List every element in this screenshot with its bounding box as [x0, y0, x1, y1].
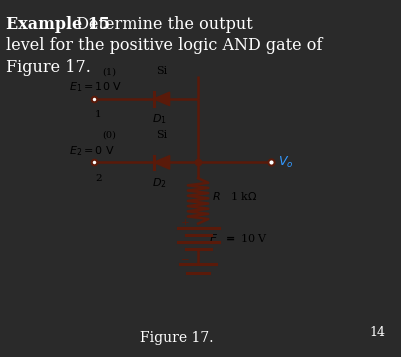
Text: $D_2$: $D_2$ — [152, 176, 166, 190]
Text: level for the positive logic AND gate of: level for the positive logic AND gate of — [6, 37, 322, 55]
Text: $E$  $\bf{=}$ 10 V: $E$ $\bf{=}$ 10 V — [209, 232, 268, 244]
Text: Example 15: Example 15 — [6, 16, 110, 33]
Text: +: + — [181, 218, 190, 227]
Text: $E_2 = 0\ \mathrm{V}$: $E_2 = 0\ \mathrm{V}$ — [69, 144, 114, 158]
Text: Si: Si — [156, 130, 167, 140]
Text: (0): (0) — [102, 131, 116, 140]
Text: (1): (1) — [102, 67, 116, 76]
Polygon shape — [154, 92, 169, 106]
Text: Si: Si — [156, 66, 167, 76]
Text: −: − — [181, 256, 190, 266]
Text: Figure 17.: Figure 17. — [6, 59, 91, 76]
Text: 14: 14 — [369, 326, 385, 339]
Text: 2: 2 — [95, 174, 101, 183]
Text: $E_1 = 10\ \mathrm{V}$: $E_1 = 10\ \mathrm{V}$ — [69, 81, 122, 95]
Text: Figure 17.: Figure 17. — [140, 331, 213, 345]
Polygon shape — [154, 156, 169, 169]
Text: $R$   1 k$\Omega$: $R$ 1 k$\Omega$ — [211, 190, 257, 202]
Text: . Determine the output: . Determine the output — [65, 16, 252, 33]
Text: $D_1$: $D_1$ — [152, 112, 166, 126]
Text: $V_o$: $V_o$ — [277, 155, 292, 170]
Text: 1: 1 — [95, 110, 101, 119]
